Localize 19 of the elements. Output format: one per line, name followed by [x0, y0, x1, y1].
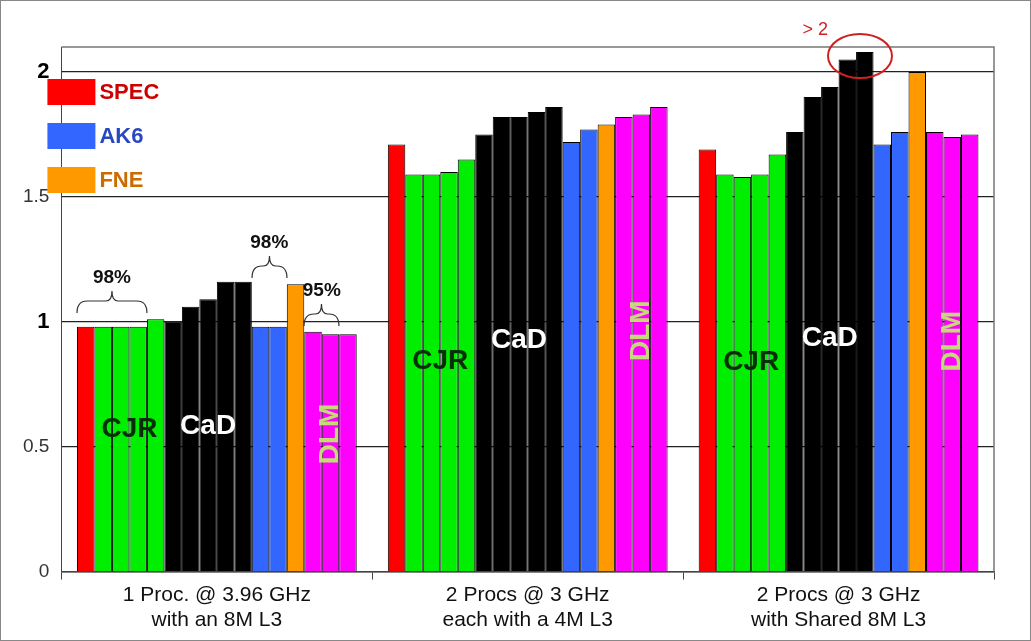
x-tick-label: 2 Procs @ 3 GHz with Shared 8M L3: [750, 582, 927, 631]
annotation: 98%: [250, 231, 289, 253]
y-tick-label: 1.5: [22, 185, 50, 207]
legend-label: FNE: [99, 167, 144, 193]
annotation: 98%: [92, 266, 132, 288]
y-tick-label: 0: [38, 559, 50, 581]
text: DLM: [313, 403, 345, 465]
text: DLM: [934, 310, 966, 372]
legend-label: AK6: [99, 123, 144, 149]
series-label: CaD: [490, 322, 547, 354]
x-tick-label: 1 Proc. @ 3.96 GHz with an 8M L3: [122, 582, 311, 631]
text: DLM: [624, 300, 656, 361]
y-tick-label: 1: [37, 307, 50, 333]
legend-label: SPEC: [99, 79, 160, 105]
text: > 2: [802, 18, 829, 39]
y-tick-label: 0.5: [22, 434, 50, 456]
y-tick-label: 2: [37, 58, 50, 84]
text: CaD: [180, 409, 237, 441]
x-tick-label: 2 Procs @ 3 GHz each with a 4M L3: [442, 582, 613, 631]
